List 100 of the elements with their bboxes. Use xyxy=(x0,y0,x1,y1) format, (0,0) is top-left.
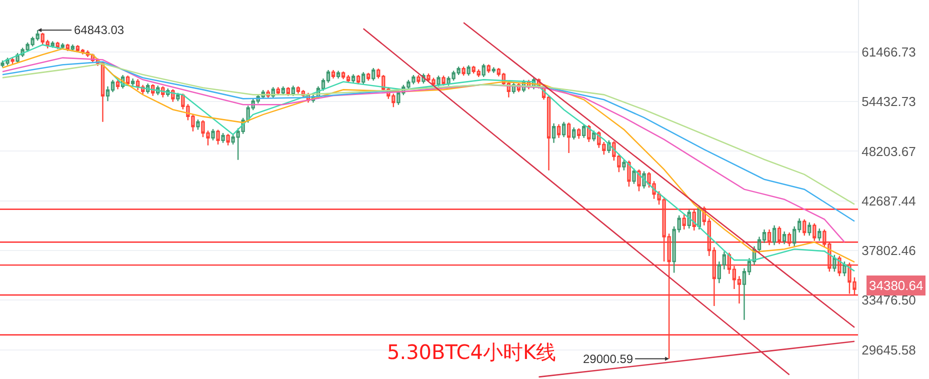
candlestick xyxy=(76,44,80,53)
candlestick xyxy=(456,66,460,76)
candlestick xyxy=(376,68,380,80)
candlestick xyxy=(722,251,726,270)
candlestick xyxy=(577,128,581,140)
candlestick xyxy=(426,72,430,83)
candlestick xyxy=(296,86,300,94)
candlestick xyxy=(412,74,416,85)
candlestick xyxy=(472,65,476,74)
candlestick xyxy=(201,120,205,138)
candlestick xyxy=(492,66,496,74)
candlestick xyxy=(26,42,30,52)
candlestick xyxy=(727,252,732,274)
candlestick xyxy=(476,68,480,78)
candlestick xyxy=(772,224,776,246)
candlestick xyxy=(848,262,852,294)
candlestick xyxy=(662,196,666,262)
candlestick xyxy=(416,74,420,84)
candlestick xyxy=(556,124,561,139)
candlestick xyxy=(672,226,676,274)
y-tick-label: 61466.73 xyxy=(862,44,916,60)
candlestick xyxy=(737,276,742,304)
candlestick xyxy=(677,214,681,234)
candlestick xyxy=(106,86,110,102)
candlestick xyxy=(717,260,721,284)
candlestick xyxy=(788,232,792,247)
candlestick xyxy=(777,226,782,245)
candlestick xyxy=(562,121,566,138)
candlestick xyxy=(436,75,440,87)
candlestick xyxy=(767,228,772,246)
candlestick xyxy=(682,214,686,230)
candlestick xyxy=(406,79,410,90)
candlestick xyxy=(186,103,190,121)
candlestick xyxy=(712,246,716,307)
candlestick xyxy=(838,255,842,277)
candlestick xyxy=(392,93,396,108)
candlestick xyxy=(286,86,290,96)
candlestick xyxy=(352,74,356,84)
candlestick xyxy=(276,86,280,96)
candlestick xyxy=(496,67,500,77)
candlestick xyxy=(36,29,40,42)
annotation: 29000.59 xyxy=(583,352,634,366)
candlestick xyxy=(206,130,210,146)
y-tick-label: 54432.73 xyxy=(862,94,916,110)
candlestick xyxy=(231,134,235,146)
candlestick xyxy=(852,276,856,296)
candlestick xyxy=(341,70,346,80)
candlestick xyxy=(486,64,490,74)
candlestick xyxy=(617,153,621,173)
candlestick xyxy=(602,141,606,156)
candlestick xyxy=(30,36,34,48)
y-tick-label: 29645.58 xyxy=(862,342,916,358)
candlestick xyxy=(747,258,752,276)
candlestick xyxy=(632,168,636,184)
candlestick xyxy=(842,260,846,277)
candlestick xyxy=(446,76,450,86)
candlestick xyxy=(181,93,185,110)
candlestick xyxy=(757,236,762,254)
candlestick xyxy=(832,254,836,272)
candlestick xyxy=(362,72,366,85)
candlestick xyxy=(372,67,376,82)
candlestick xyxy=(130,78,135,86)
y-tick-label: 37802.46 xyxy=(862,243,916,258)
candlestick xyxy=(567,122,571,154)
candlestick xyxy=(792,226,796,247)
candlestick xyxy=(818,228,822,242)
candlestick xyxy=(226,133,230,146)
candlestick xyxy=(808,222,812,236)
candlestick xyxy=(221,132,225,144)
candlestick xyxy=(742,268,746,320)
candlestick xyxy=(627,160,631,188)
candlestick xyxy=(707,218,711,257)
candlestick xyxy=(732,265,736,290)
candlestick xyxy=(572,126,576,140)
candlestick xyxy=(331,69,336,80)
candlestick xyxy=(762,228,766,244)
candlestick xyxy=(582,124,586,139)
candlestick xyxy=(211,128,215,141)
candlestick xyxy=(356,74,360,85)
text: 34380.64 xyxy=(869,278,924,293)
candlestick xyxy=(346,74,350,84)
candlestick xyxy=(366,72,370,82)
candlestick xyxy=(196,118,200,130)
candlestick xyxy=(110,79,115,93)
candlestick xyxy=(482,63,486,78)
candlestick xyxy=(191,113,195,132)
candlestick xyxy=(291,85,296,96)
candlestick xyxy=(812,222,816,242)
candlestick xyxy=(546,94,551,171)
candlestick xyxy=(116,79,120,90)
candlestick xyxy=(612,140,616,162)
y-tick-label: 33476.50 xyxy=(862,292,916,308)
candlestick xyxy=(798,218,802,234)
candlestick xyxy=(802,218,806,236)
candlestick xyxy=(336,70,340,80)
candlestick xyxy=(466,64,470,76)
candlestick xyxy=(216,129,220,146)
candlestick xyxy=(442,75,446,86)
candlestick xyxy=(782,230,786,245)
candlestick xyxy=(822,228,826,248)
